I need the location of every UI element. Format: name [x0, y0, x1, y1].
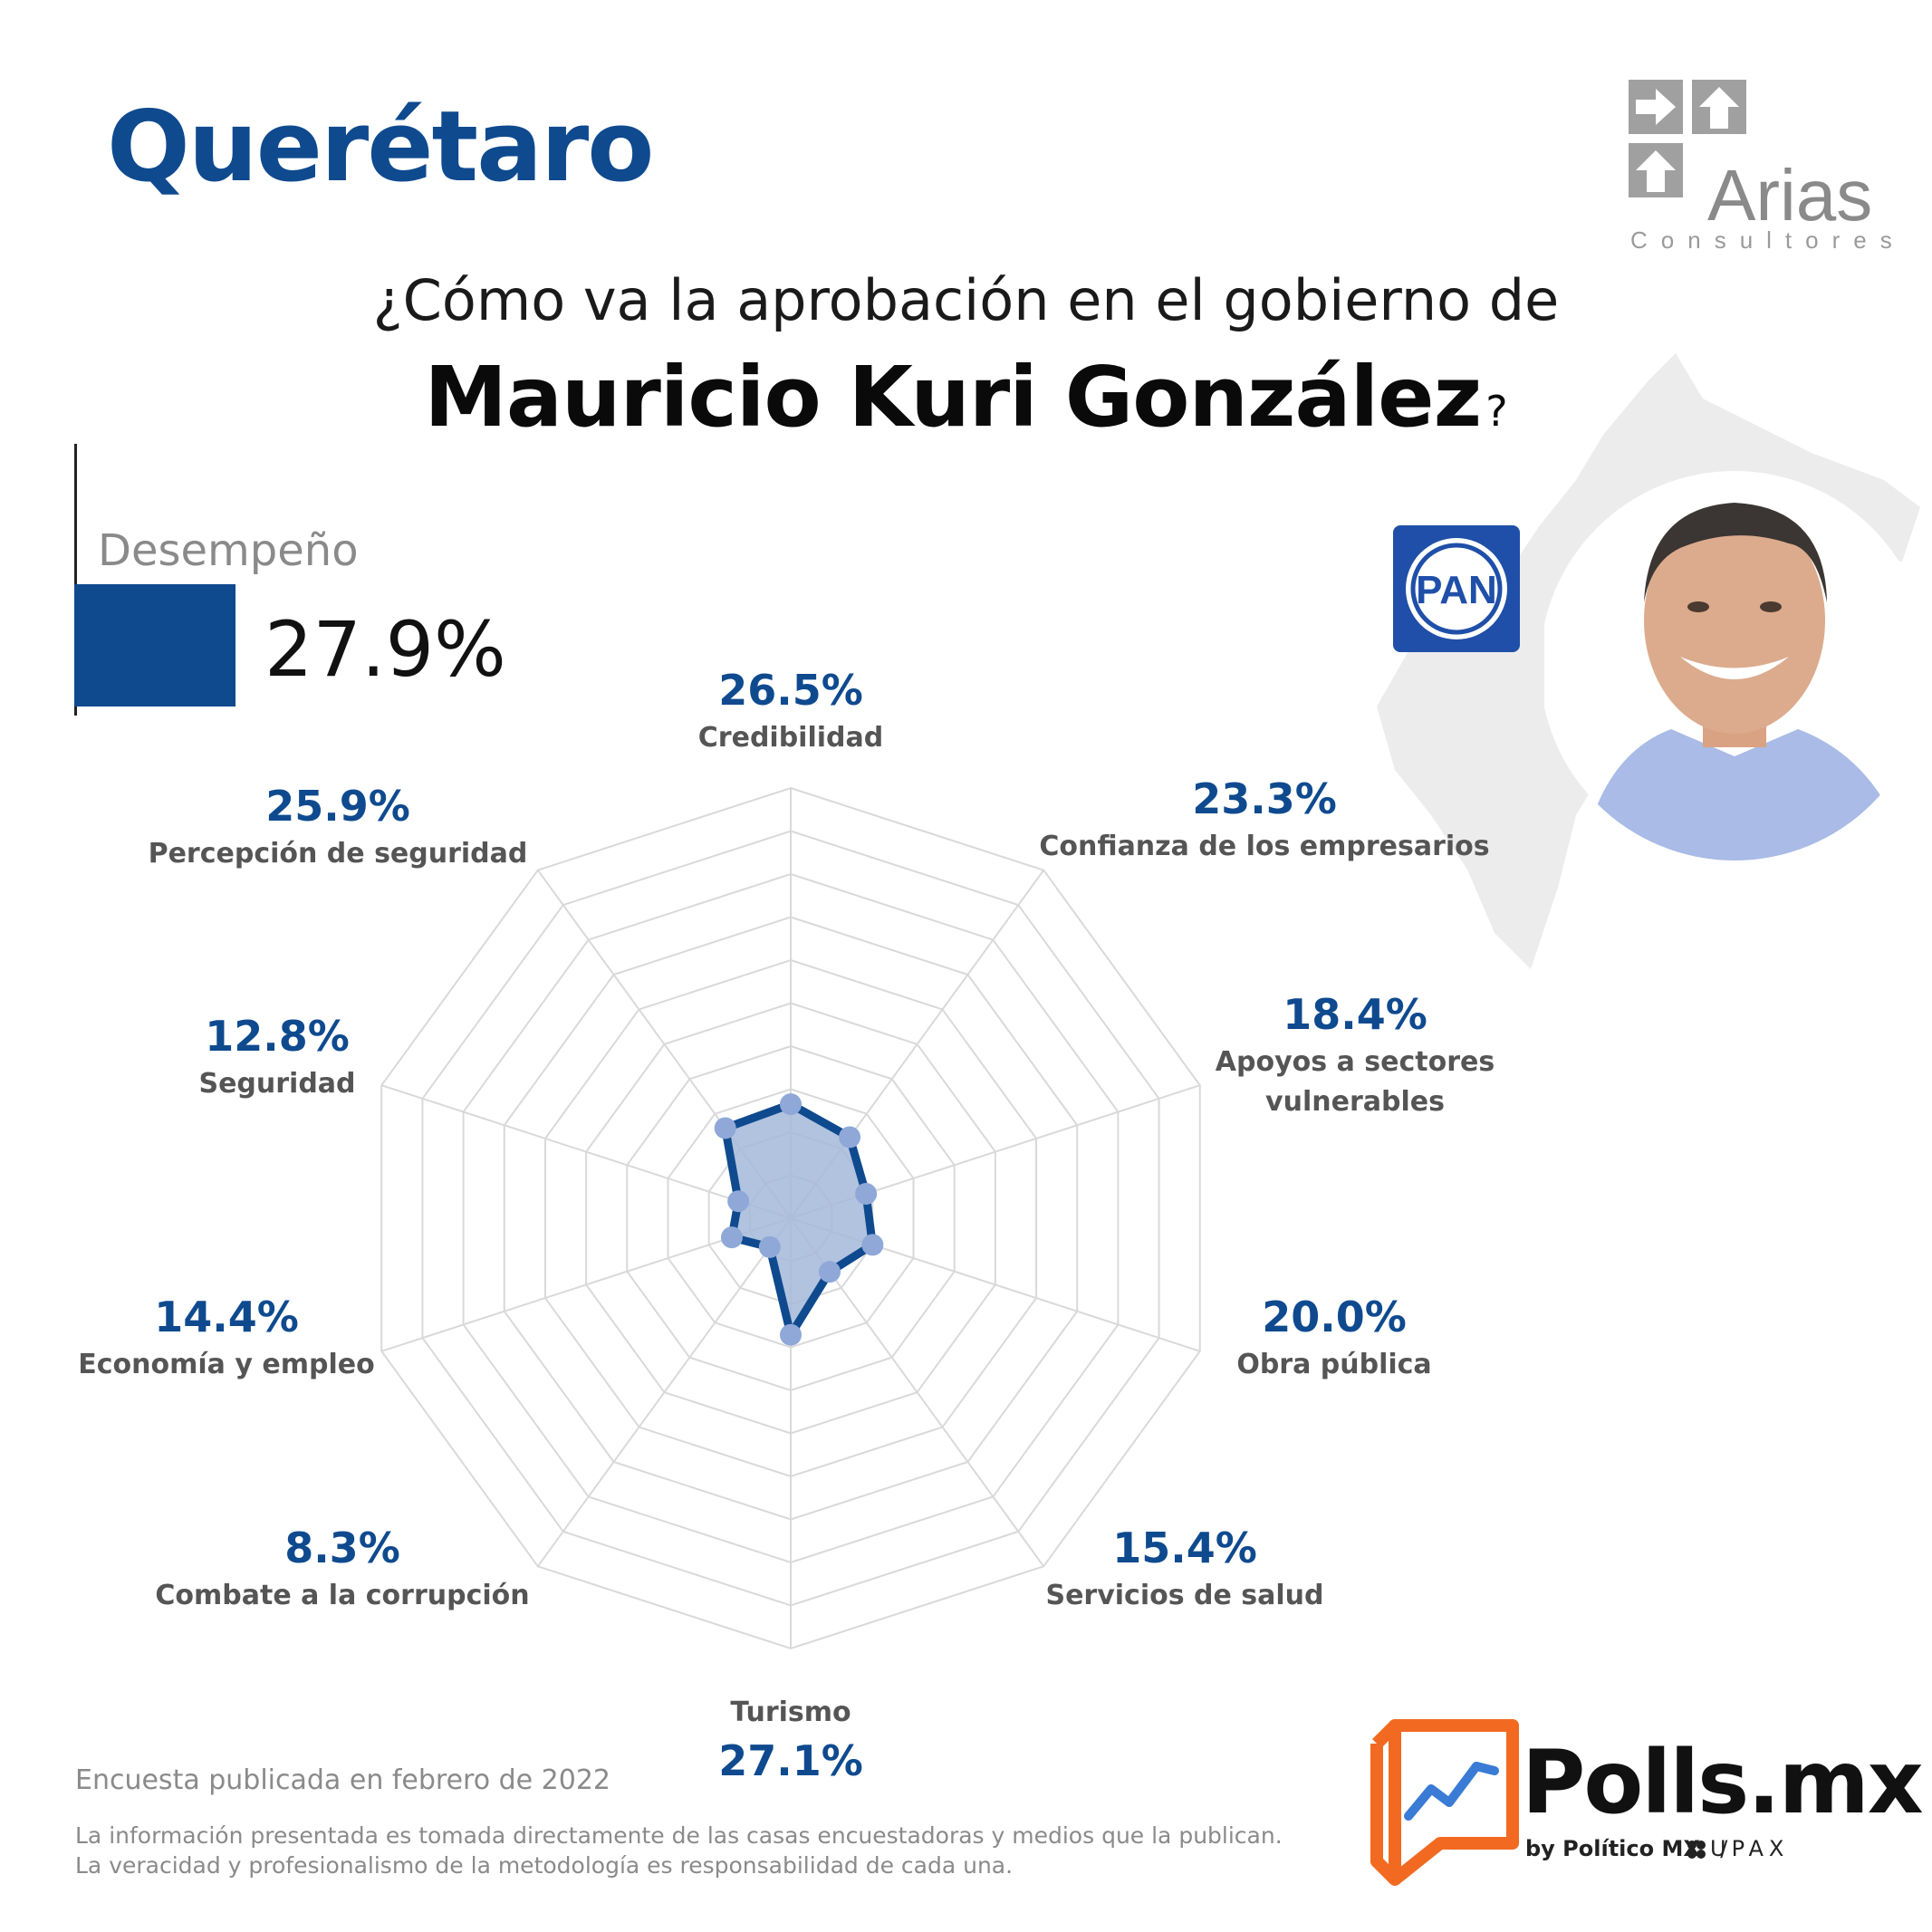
survey-date-note: Encuesta publicada en febrero de 2022 — [75, 1764, 611, 1796]
radar-value-label-1: 23.3% — [1192, 774, 1337, 823]
governor-name: Mauricio Kuri González ? — [0, 349, 1932, 446]
disclaimer-line-1: La información presentada es tomada dire… — [75, 1822, 1283, 1849]
radar-category-label-9: Percepción de seguridad — [149, 838, 528, 870]
radar-point-1 — [839, 1126, 861, 1149]
radar-point-0 — [780, 1093, 802, 1116]
radar-labels: 26.5% Credibilidad 23.3% Confianza de los e… — [78, 666, 1495, 1785]
question-mark: ? — [1485, 387, 1508, 436]
radar-point-8 — [727, 1190, 750, 1213]
disclaimer: La información presentada es tomada dire… — [75, 1821, 1389, 1880]
polls-logo-name: Polls.mx — [1522, 1732, 1924, 1833]
performance-bar — [74, 584, 235, 706]
radar-value-label-5: 27.1% — [718, 1736, 863, 1785]
radar-category-label-2: vulnerables — [1265, 1086, 1445, 1118]
radar-value-label-4: 15.4% — [1112, 1523, 1257, 1572]
radar-category-label-5: Turismo — [730, 1697, 851, 1728]
radar-series — [714, 1093, 884, 1346]
radar-value-label-3: 20.0% — [1262, 1293, 1407, 1341]
radar-point-2 — [855, 1182, 878, 1205]
radar-value-label-0: 26.5% — [718, 666, 863, 715]
radar-value-label-6: 8.3% — [284, 1523, 400, 1572]
arias-logo-subtitle: Consultores — [1630, 226, 1906, 254]
pan-party-logo: PAN — [1393, 525, 1520, 652]
polls-logo-byline: by Político MX / — [1525, 1836, 1727, 1861]
radar-category-label-0: Credibilidad — [698, 722, 883, 754]
radar-point-7 — [720, 1226, 743, 1249]
radar-value-label-8: 12.8% — [205, 1012, 350, 1061]
radar-spoke-6 — [536, 1217, 792, 1567]
radar-category-label-4: Servicios de salud — [1045, 1580, 1323, 1611]
arias-logo-name: Arias — [1707, 155, 1873, 235]
radar-category-label-8: Seguridad — [198, 1068, 355, 1100]
radar-point-9 — [714, 1117, 736, 1139]
governor-portrait — [1544, 471, 1902, 860]
radar-category-label-2: Apoyos a sectores — [1216, 1046, 1495, 1078]
state-title: Querétaro — [107, 91, 654, 204]
polls-byline-separator: / — [1720, 1836, 1728, 1861]
radar-value-label-2: 18.4% — [1283, 990, 1427, 1039]
performance-value: 27.9% — [264, 605, 506, 694]
radar-point-4 — [818, 1261, 841, 1283]
pan-logo-text: PAN — [1416, 568, 1497, 612]
radar-value-label-9: 25.9% — [265, 782, 410, 831]
polls-logo-icon — [1370, 1719, 1519, 1886]
radar-point-5 — [780, 1323, 802, 1346]
upax-logo-text: UPAX — [1710, 1836, 1790, 1861]
governor-name-text: Mauricio Kuri González — [424, 349, 1482, 446]
radar-point-3 — [861, 1234, 884, 1256]
radar-spoke-8 — [380, 1084, 792, 1219]
polls-byline-text: by Político MX — [1525, 1836, 1700, 1861]
question-line: ¿Cómo va la aprobación en el gobierno de — [372, 267, 1560, 333]
performance-label: Desempeño — [98, 525, 359, 576]
performance-divider — [74, 444, 77, 716]
radar-point-6 — [758, 1235, 781, 1258]
radar-category-label-7: Economía y empleo — [78, 1349, 374, 1380]
radar-category-label-3: Obra pública — [1236, 1349, 1431, 1380]
upax-icon — [1687, 1841, 1706, 1859]
radar-category-label-1: Confianza de los empresarios — [1039, 831, 1489, 862]
arias-logo-mark — [1629, 80, 1746, 197]
disclaimer-line-2: La veracidad y profesionalismo de la met… — [75, 1852, 1014, 1879]
radar-category-label-6: Combate a la corrupción — [155, 1580, 529, 1611]
radar-value-label-7: 14.4% — [154, 1293, 299, 1341]
